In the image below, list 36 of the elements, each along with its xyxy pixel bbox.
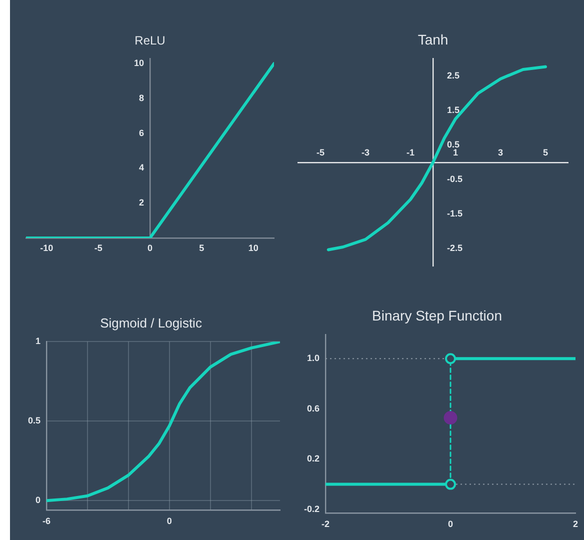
x-tick-label: -2 (322, 519, 330, 530)
x-tick-label: 0 (147, 242, 153, 253)
y-tick-label: -0.5 (447, 174, 463, 184)
x-tick-label: 2 (572, 519, 578, 530)
y-tick-label: 0.5 (28, 416, 41, 426)
x-tick-label: 5 (199, 242, 204, 253)
chart-title: Tanh (418, 31, 448, 48)
x-tick-label: 0 (166, 516, 172, 526)
chart-title: Sigmoid / Logistic (100, 315, 202, 330)
y-tick-label: 0.5 (447, 140, 460, 150)
y-tick-label: 8 (138, 92, 144, 103)
x-tick-label: 10 (248, 242, 258, 253)
x-tick-label: -10 (40, 242, 54, 253)
y-tick-label: -2.5 (447, 243, 463, 254)
y-tick-label: 1.5 (447, 105, 460, 116)
x-tick-label: -5 (94, 242, 102, 253)
y-tick-label: -0.2 (304, 504, 320, 514)
x-tick-label: -5 (316, 147, 325, 158)
y-tick-label: 2 (138, 198, 144, 208)
x-tick-label: 3 (498, 147, 504, 158)
y-tick-label: 1.0 (306, 353, 320, 364)
y-tick-label: 0 (35, 495, 41, 506)
x-tick-label: -1 (406, 147, 415, 158)
y-tick-label: 10 (134, 58, 144, 68)
chart-title: ReLU (134, 34, 166, 48)
y-tick-label: -1.5 (447, 208, 463, 219)
y-tick-label: 1 (35, 336, 41, 346)
y-tick-label: 0.6 (306, 403, 320, 414)
chart-title: Binary Step Function (372, 307, 502, 324)
y-tick-label: 2.5 (447, 70, 460, 81)
y-tick-label: 0.2 (306, 454, 320, 464)
x-tick-label: -6 (42, 516, 51, 526)
y-tick-label: 6 (138, 128, 144, 138)
x-tick-label: 5 (542, 147, 548, 158)
y-tick-label: 4 (138, 162, 144, 173)
x-tick-label: -3 (361, 147, 370, 158)
